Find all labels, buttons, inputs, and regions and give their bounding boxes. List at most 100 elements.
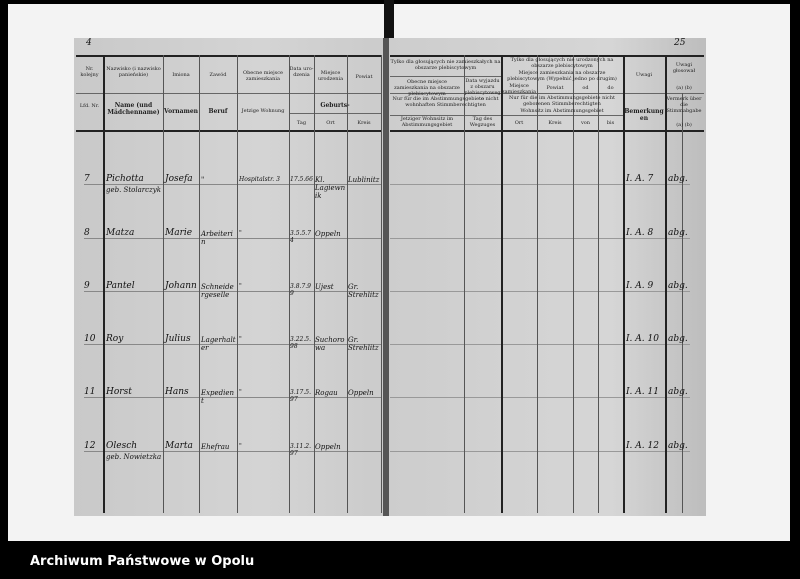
cell-date: 17.5.66 [290, 176, 313, 183]
cell-rem: I. A. 11 [626, 387, 659, 397]
header-mid-rule [76, 93, 382, 94]
cell-job: Arbeiterin [201, 230, 233, 246]
cell-name: Roy [106, 334, 124, 344]
cell-place: Oppeln [315, 230, 341, 238]
column-rule [598, 55, 599, 513]
cell-place: Kl. Lagiewnik [315, 176, 346, 200]
row-rule [390, 344, 690, 345]
cell-vote: abg. [668, 441, 688, 451]
cell-maiden-name: geb. Stolarczyk [106, 186, 161, 194]
header-firstname-de: Vornamen [163, 108, 199, 115]
header-g2d-de: bis [606, 120, 615, 126]
header-bottom-rule [390, 130, 704, 132]
cell-name: Pantel [106, 281, 135, 291]
column-rule [103, 55, 105, 513]
header-remarks-pl: Uwagi [635, 72, 653, 78]
column-rule [464, 55, 465, 513]
header-g2c-de: von [580, 120, 591, 126]
book-spine [384, 0, 394, 42]
header-g1a-pl: Obecne miejsce zamieszkania na obszarze … [394, 79, 460, 97]
column-rule [314, 55, 315, 513]
column-rule [573, 55, 574, 513]
header-district-pl: Powiat [355, 74, 373, 80]
cell-vote: abg. [668, 281, 688, 291]
header-residence-pl: Obecne miejsce zamieszkania [242, 70, 283, 82]
cell-first: Hans [165, 387, 189, 397]
column-rule [682, 93, 683, 513]
cell-date: 3.5.5.74 [290, 230, 311, 244]
header-ab-pl: (a) (b) [676, 85, 692, 91]
header-g2b-pl: Powiat [546, 85, 564, 91]
row-rule [84, 397, 382, 398]
cell-nr: 7 [84, 174, 90, 184]
cell-district: Gr. Strehlitz [348, 336, 379, 352]
header-nr-de: Lfd. Nr. [79, 103, 100, 109]
cell-res: " [239, 336, 242, 343]
header-g1b-pl: Data wyjazdu z obszaru plebiscytowego [464, 78, 501, 102]
header-job-pl: Zawód [209, 72, 227, 78]
archive-name: Archiwum Państwowe w Opolu [30, 554, 255, 569]
cell-first: Johann [165, 281, 197, 291]
cell-vote: abg. [668, 334, 688, 344]
column-rule [347, 55, 348, 513]
header-firstname-pl: Imiona [172, 72, 190, 78]
header-mid-rule [390, 93, 704, 94]
header-g1b-de: Tag des Wegzuges [469, 116, 496, 128]
footer-bar: Archiwum Państwowe w Opolu [0, 545, 800, 579]
row-rule [390, 397, 690, 398]
header-g2a-pl: Miejsce zamieszkania [502, 83, 536, 95]
header-g2-pl: Tylko dla głosujących nie urodzonych na … [510, 57, 614, 69]
cell-res: Hospitalstr. 3 [239, 176, 280, 183]
cell-nr: 12 [84, 441, 96, 451]
header-place-de: Ort [326, 120, 335, 126]
header-g1a-de: Jetziger Wohnsitz im Abstimmungsgebiet [400, 116, 454, 128]
header-date-pl: Data uro-dzenia [289, 66, 314, 78]
cell-maiden-name: geb. Nowietzka [106, 453, 162, 461]
header-g2c-pl: od [582, 85, 589, 91]
header-remarks-de: Bemerkungen [624, 108, 664, 122]
header-name-de: Name (und Mädchenname) [107, 102, 160, 116]
cell-place: Suchorowa [315, 336, 345, 352]
header-g2d-pl: do [607, 85, 614, 91]
cell-job: " [201, 176, 205, 184]
cell-rem: I. A. 12 [626, 441, 659, 451]
cell-name: Horst [106, 387, 132, 397]
cell-place: Oppeln [315, 443, 341, 451]
row-rule [84, 291, 382, 292]
cell-date: 3.8.7.99 [290, 283, 311, 297]
column-rule [537, 55, 538, 513]
header-g2-note-pl: Miejsce zamieszkania na obszarze plebisc… [507, 70, 617, 82]
cell-first: Marta [165, 441, 193, 451]
row-rule [390, 451, 690, 452]
cell-nr: 11 [84, 387, 96, 397]
column-rule [501, 55, 503, 513]
row-rule [84, 344, 382, 345]
right-page [388, 38, 706, 516]
header-residence-de: Jetzige Wohnung [241, 108, 285, 114]
row-rule [390, 291, 690, 292]
cell-vote: abg. [668, 174, 688, 184]
cell-vote: abg. [668, 228, 688, 238]
header-vote-pl: Uwagi głosował [672, 62, 696, 74]
cell-district: Oppeln [348, 389, 374, 397]
column-rule [199, 55, 200, 513]
cell-res: " [239, 443, 242, 450]
cell-rem: I. A. 9 [626, 281, 654, 291]
cell-rem: I. A. 8 [626, 228, 654, 238]
header-top-rule [76, 55, 382, 57]
column-rule [665, 55, 667, 513]
cell-name: Olesch [106, 441, 138, 451]
header-district-de: Kreis [357, 120, 371, 126]
header-g1-pl: Tylko dla głosujących nie zamieszkałych … [390, 59, 501, 71]
page-gutter [383, 38, 389, 516]
header-g2b-de: Kreis [548, 120, 562, 126]
column-rule [623, 55, 625, 513]
cell-res: " [239, 230, 242, 237]
cell-nr: 8 [84, 228, 90, 238]
cell-job: Expedient [201, 389, 235, 405]
header-place-pl: Miejsce urodzenia [317, 70, 344, 82]
column-rule [289, 55, 290, 513]
header-bottom-rule [76, 130, 382, 132]
header-sub-rule [390, 115, 623, 116]
row-rule [390, 238, 690, 239]
